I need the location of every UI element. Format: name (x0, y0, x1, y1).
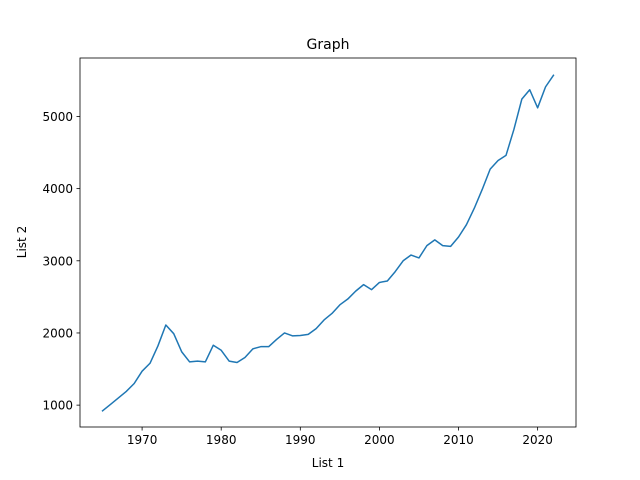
chart-title: Graph (307, 37, 350, 53)
x-tick-label: 1990 (285, 433, 316, 447)
y-tick-label: 4000 (42, 182, 73, 196)
y-tick-label: 3000 (42, 254, 73, 268)
series-line (101, 74, 555, 412)
plot-frame (79, 57, 577, 428)
y-tick-label: 5000 (42, 110, 73, 124)
x-axis-ticks: 1970 1980 1990 2000 2010 2020 (127, 427, 553, 447)
x-tick-label: 2010 (443, 433, 474, 447)
x-tick-label: 2020 (522, 433, 553, 447)
x-tick-label: 1970 (127, 433, 158, 447)
y-axis-label: List 2 (15, 226, 29, 258)
y-tick-label: 1000 (42, 399, 73, 413)
y-tick-label: 2000 (42, 326, 73, 340)
x-axis-label: List 1 (312, 456, 344, 470)
x-tick-label: 2000 (364, 433, 395, 447)
y-axis-ticks: 1000 2000 3000 4000 5000 (42, 110, 80, 413)
series-layer (101, 74, 555, 412)
x-tick-label: 1980 (206, 433, 237, 447)
